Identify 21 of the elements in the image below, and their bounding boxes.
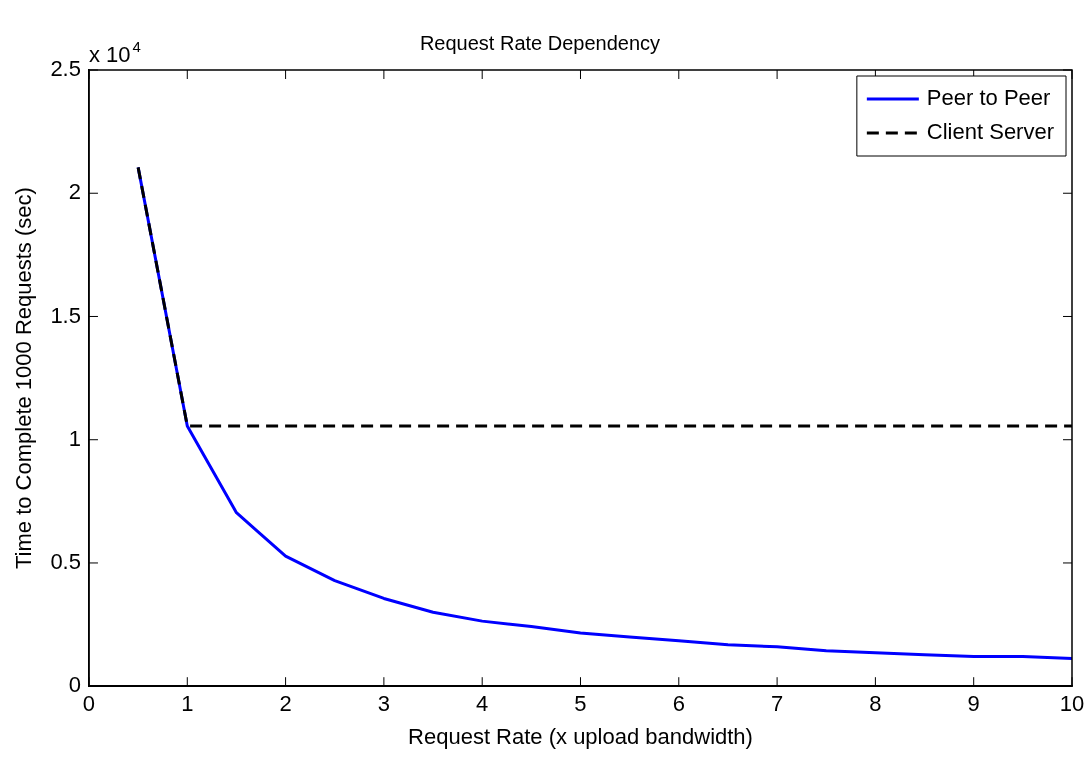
y-tick-label: 1 xyxy=(68,425,81,451)
y-tick-label: 0 xyxy=(68,672,81,698)
chart-title: Request Rate Dependency xyxy=(419,31,661,54)
legend-label: Client Server xyxy=(926,119,1054,145)
x-axis-title: Request Rate (x upload bandwidth) xyxy=(408,723,753,749)
x-tick-label: 7 xyxy=(770,691,784,717)
x-tick-label: 1 xyxy=(181,691,194,717)
y-axis-title: Time to Complete 1000 Requests (sec) xyxy=(11,187,37,570)
x-tick-label: 2 xyxy=(279,691,292,717)
x-tick-label: 5 xyxy=(574,691,587,717)
y-tick-label: 2 xyxy=(68,179,81,205)
x-tick-label: 6 xyxy=(672,691,685,717)
x-tick-label: 4 xyxy=(476,691,489,717)
y-tick-label: 1.5 xyxy=(50,302,81,328)
y-tick-label: 2.5 xyxy=(50,56,81,82)
legend-label: Peer to Peer xyxy=(926,85,1051,111)
x-tick-label: 10 xyxy=(1059,691,1085,717)
x-tick-label: 3 xyxy=(377,691,391,717)
y-tick-label: 0.5 xyxy=(50,549,81,575)
x-tick-label: 9 xyxy=(967,691,980,717)
x-tick-label: 8 xyxy=(869,691,882,717)
